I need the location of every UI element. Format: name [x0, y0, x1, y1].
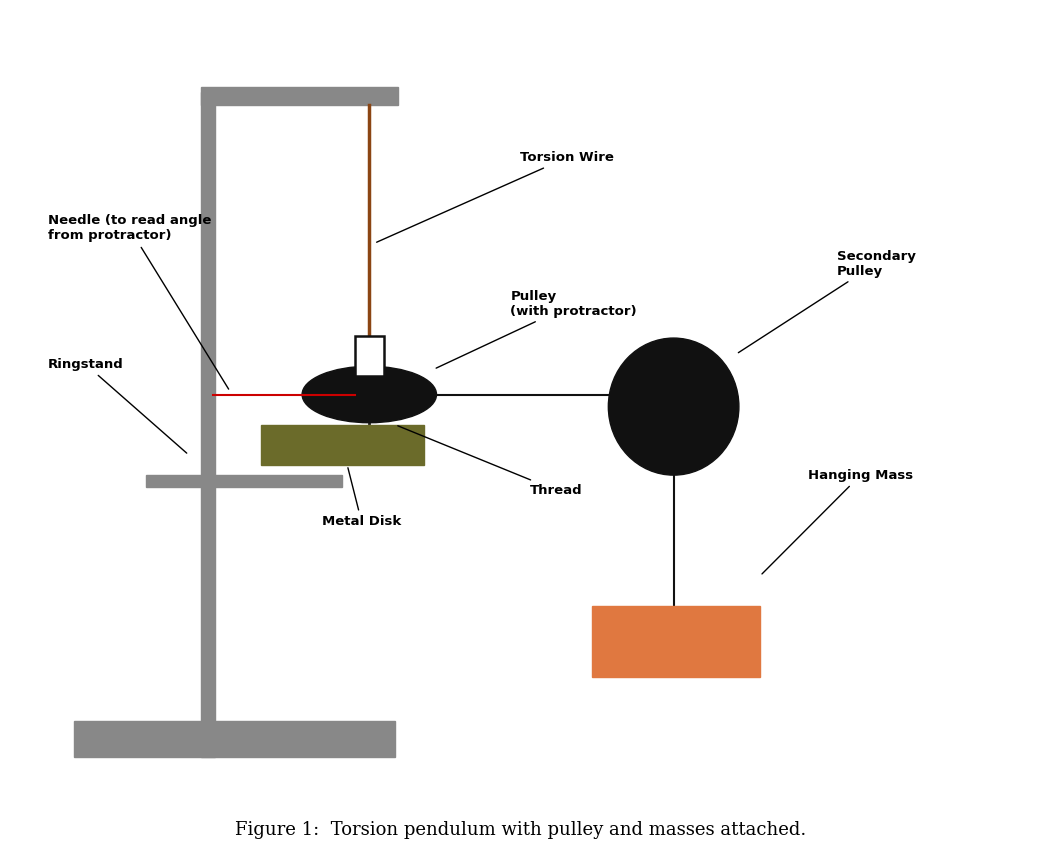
Ellipse shape	[302, 366, 436, 423]
Text: Torsion Wire: Torsion Wire	[377, 152, 614, 242]
Text: Metal Disk: Metal Disk	[322, 467, 401, 528]
Circle shape	[608, 338, 739, 475]
Text: Pulley
(with protractor): Pulley (with protractor)	[436, 290, 637, 368]
Text: Thread: Thread	[398, 425, 582, 496]
Bar	[592, 606, 760, 677]
Bar	[261, 425, 424, 465]
Bar	[146, 475, 342, 487]
Bar	[74, 721, 396, 758]
Text: Needle (to read angle
from protractor): Needle (to read angle from protractor)	[48, 214, 229, 389]
Bar	[201, 92, 215, 758]
Text: Figure 1:  Torsion pendulum with pulley and masses attached.: Figure 1: Torsion pendulum with pulley a…	[235, 821, 806, 840]
Bar	[201, 87, 398, 105]
Text: Secondary
Pulley: Secondary Pulley	[738, 249, 916, 353]
Bar	[355, 336, 384, 377]
Text: Ringstand: Ringstand	[48, 358, 186, 453]
Text: Hanging Mass: Hanging Mass	[762, 468, 913, 574]
